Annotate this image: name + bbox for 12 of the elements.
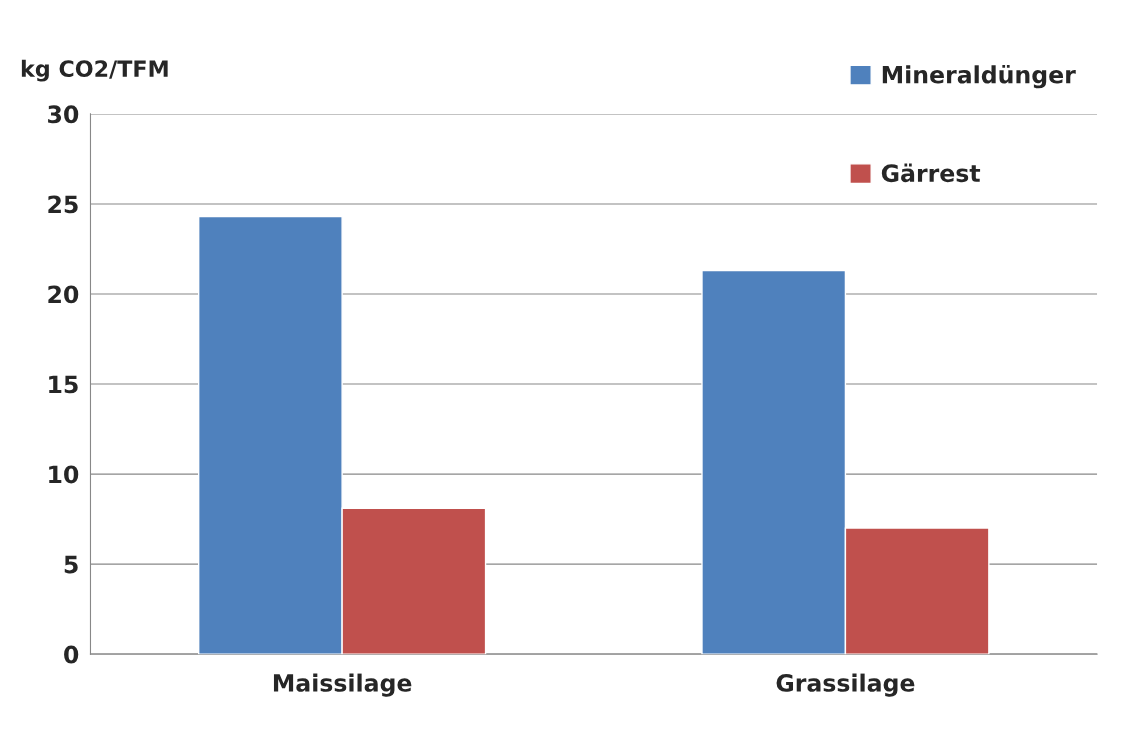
y-tick-label: 30: [48, 105, 79, 124]
legend-label: Mineraldünger: [882, 64, 1076, 89]
y-tick-label: 25: [48, 195, 78, 214]
y-tick-label: 0: [64, 645, 79, 664]
legend-label: Gärrest: [881, 163, 981, 183]
y-tick-label: 5: [64, 555, 78, 574]
x-tick-label: Maissilage: [273, 673, 412, 697]
y-axis-title: kg CO2/TFM: [21, 59, 168, 82]
x-tick-label: Grassilage: [776, 673, 915, 697]
y-tick-label: 20: [48, 285, 79, 304]
y-tick-label: 10: [49, 465, 79, 484]
y-tick-label: 15: [49, 375, 78, 394]
